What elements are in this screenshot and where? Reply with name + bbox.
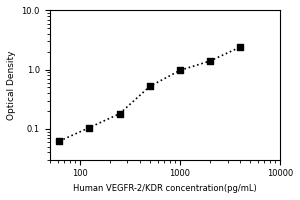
Point <box>238 46 242 49</box>
Point <box>208 59 212 63</box>
Point <box>177 69 182 72</box>
Point <box>117 112 122 115</box>
Y-axis label: Optical Density: Optical Density <box>7 50 16 120</box>
Point <box>147 85 152 88</box>
Point <box>87 126 92 129</box>
Point <box>57 140 62 143</box>
X-axis label: Human VEGFR-2/KDR concentration(pg/mL): Human VEGFR-2/KDR concentration(pg/mL) <box>73 184 256 193</box>
